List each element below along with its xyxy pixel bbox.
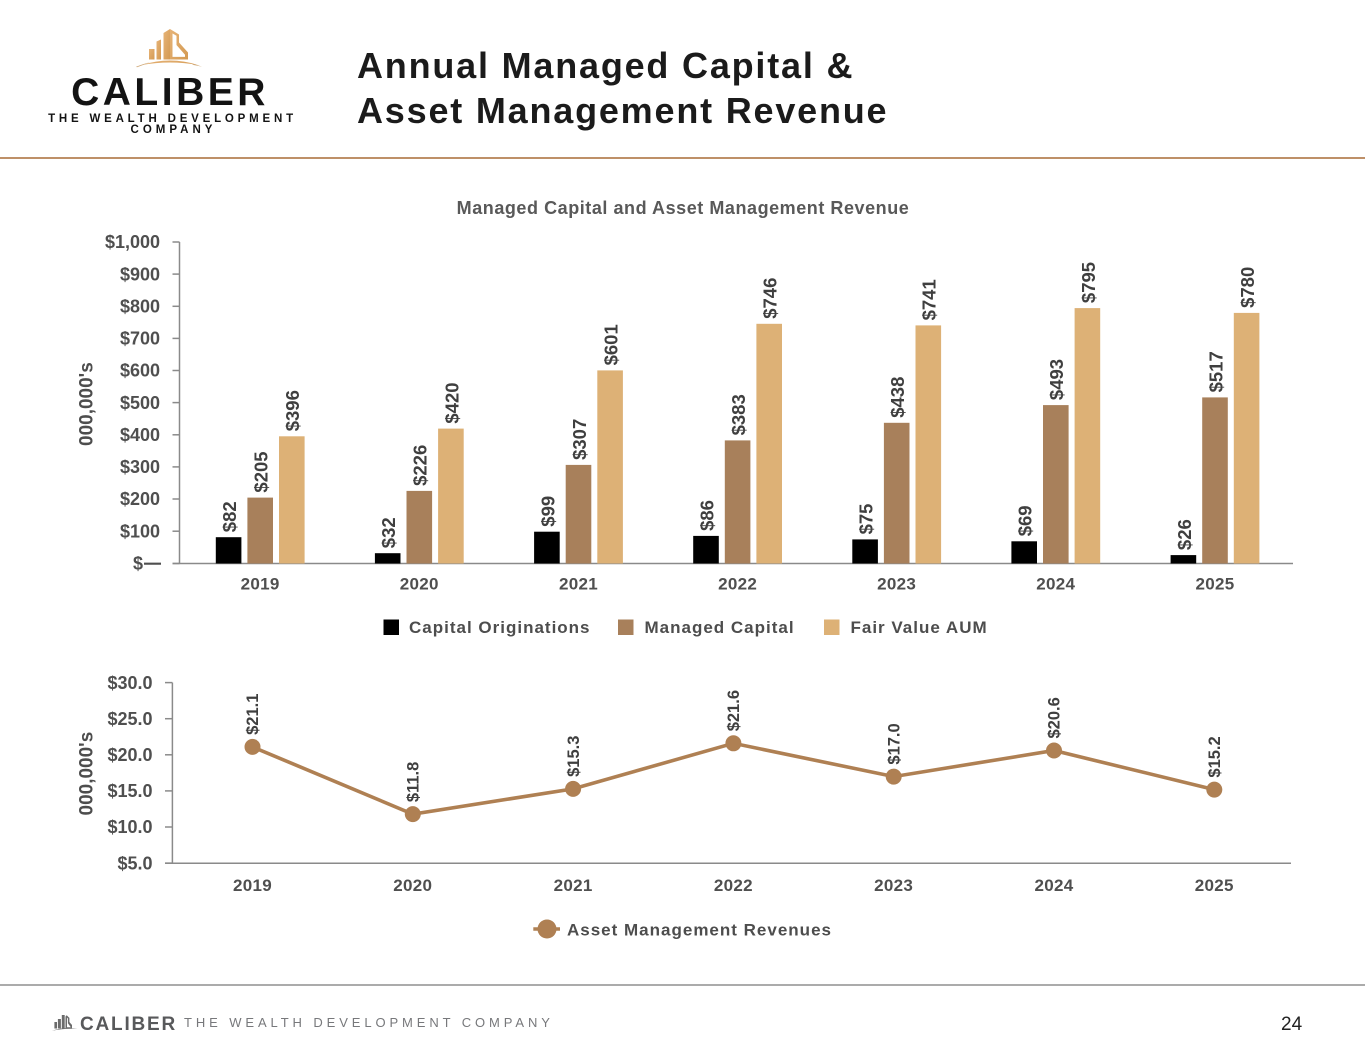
- svg-text:$517: $517: [1205, 351, 1226, 392]
- svg-text:2019: 2019: [233, 876, 272, 895]
- svg-text:$20.6: $20.6: [1046, 697, 1064, 738]
- svg-text:Fair Value AUM: Fair Value AUM: [851, 618, 988, 637]
- svg-text:$10.0: $10.0: [107, 817, 152, 837]
- svg-text:2021: 2021: [554, 876, 593, 895]
- svg-text:$400: $400: [120, 425, 160, 445]
- svg-text:$15.3: $15.3: [565, 736, 583, 777]
- svg-text:$795: $795: [1078, 262, 1099, 303]
- svg-text:Managed Capital and Asset Mana: Managed Capital and Asset Management Rev…: [457, 198, 910, 218]
- svg-text:$21.1: $21.1: [244, 694, 262, 735]
- svg-text:$15.2: $15.2: [1206, 736, 1224, 777]
- svg-text:$5.0: $5.0: [117, 853, 152, 873]
- svg-text:$20.0: $20.0: [107, 745, 152, 765]
- svg-text:$800: $800: [120, 297, 160, 317]
- svg-text:2020: 2020: [400, 575, 439, 594]
- svg-text:$900: $900: [120, 264, 160, 284]
- svg-text:2023: 2023: [874, 876, 913, 895]
- svg-text:000,000's: 000,000's: [77, 732, 98, 816]
- svg-text:2023: 2023: [877, 575, 916, 594]
- svg-text:$17.0: $17.0: [885, 723, 903, 764]
- svg-text:$1,000: $1,000: [105, 232, 160, 252]
- svg-text:$100: $100: [120, 521, 160, 541]
- svg-text:$396: $396: [282, 390, 303, 431]
- svg-text:$700: $700: [120, 329, 160, 349]
- svg-text:$300: $300: [120, 457, 160, 477]
- svg-text:Managed Capital: Managed Capital: [645, 618, 795, 637]
- svg-text:$420: $420: [441, 382, 462, 423]
- svg-text:$226: $226: [410, 445, 431, 486]
- svg-text:$99: $99: [537, 496, 558, 527]
- svg-text:$86: $86: [696, 500, 717, 531]
- svg-text:$438: $438: [887, 377, 908, 418]
- svg-text:$500: $500: [120, 393, 160, 413]
- svg-text:$21.6: $21.6: [725, 690, 743, 731]
- svg-text:$32: $32: [378, 517, 399, 548]
- svg-text:Capital Originations: Capital Originations: [409, 618, 591, 637]
- svg-text:000,000's: 000,000's: [77, 362, 98, 446]
- svg-text:$746: $746: [760, 278, 781, 319]
- svg-text:2020: 2020: [393, 876, 432, 895]
- svg-text:2022: 2022: [718, 575, 757, 594]
- svg-text:$25.0: $25.0: [107, 709, 152, 729]
- svg-text:$200: $200: [120, 489, 160, 509]
- svg-text:$307: $307: [569, 419, 590, 460]
- svg-text:$15.0: $15.0: [107, 781, 152, 801]
- svg-text:$30.0: $30.0: [107, 673, 152, 693]
- svg-text:Asset Management Revenues: Asset Management Revenues: [567, 920, 832, 939]
- svg-text:$383: $383: [728, 394, 749, 435]
- svg-text:$75: $75: [856, 504, 877, 535]
- svg-text:2025: 2025: [1195, 575, 1234, 594]
- svg-text:$780: $780: [1237, 267, 1258, 308]
- svg-text:2024: 2024: [1036, 575, 1075, 594]
- svg-text:2022: 2022: [714, 876, 753, 895]
- svg-text:$69: $69: [1015, 505, 1036, 536]
- svg-text:$11.8: $11.8: [405, 762, 423, 802]
- svg-text:$26: $26: [1174, 519, 1195, 550]
- svg-text:$600: $600: [120, 361, 160, 381]
- svg-text:$: $: [133, 554, 143, 574]
- svg-text:2019: 2019: [241, 575, 280, 594]
- svg-text:$601: $601: [601, 324, 622, 365]
- svg-text:2024: 2024: [1034, 876, 1073, 895]
- svg-text:2025: 2025: [1195, 876, 1234, 895]
- svg-text:$205: $205: [251, 451, 272, 492]
- svg-text:$741: $741: [919, 279, 940, 320]
- svg-text:2021: 2021: [559, 575, 598, 594]
- svg-text:$82: $82: [219, 501, 240, 532]
- svg-text:$493: $493: [1046, 359, 1067, 400]
